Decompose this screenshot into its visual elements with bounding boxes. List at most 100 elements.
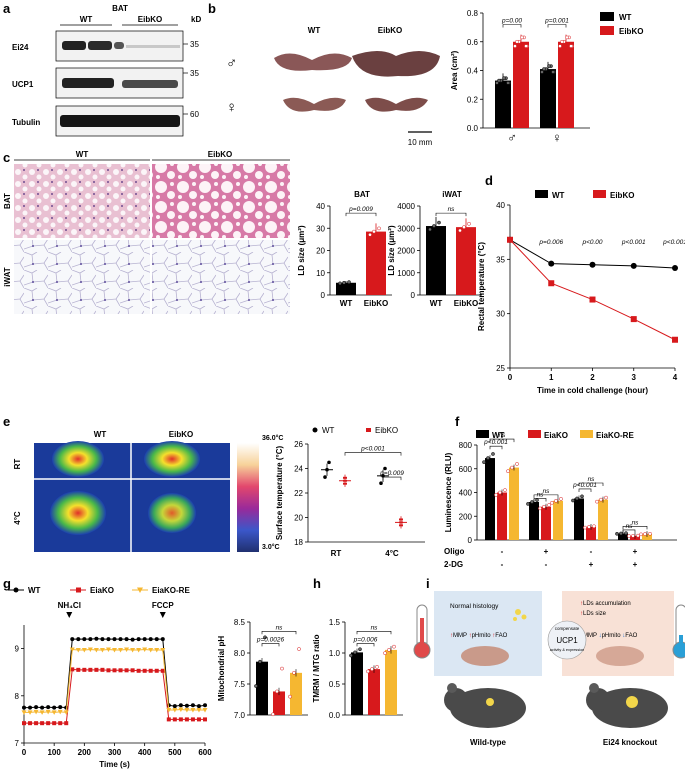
c1-ytick-label: 30 — [316, 224, 325, 233]
f-dot — [631, 533, 635, 538]
f-dot — [648, 531, 652, 536]
g2-ytick-label: 8.0 — [234, 649, 246, 658]
g-point-EiaKO — [82, 667, 87, 672]
h-bar-EiaKO-RE — [385, 649, 397, 715]
c1-dot — [347, 280, 351, 285]
blot-row-ucp1: UCP1 — [12, 80, 34, 89]
schematic-activity: activity & expression — [550, 648, 585, 652]
g-point-EiaKO — [160, 668, 165, 673]
f-bracket — [578, 482, 604, 486]
c1-bracket — [345, 212, 377, 217]
b-dot — [513, 44, 517, 48]
f-pvalue: ns — [537, 491, 545, 498]
g-point-WT — [178, 703, 183, 708]
g-point-WT — [94, 636, 99, 641]
b-xtick-label: ♀ — [552, 130, 562, 145]
f-dot — [538, 506, 542, 511]
thermo-row-rt: RT — [13, 459, 22, 470]
g-point-EiaKO — [166, 717, 171, 722]
g-point-WT — [130, 637, 135, 642]
g-point-EiaKO-RE — [136, 648, 142, 653]
b-dot — [558, 44, 562, 48]
f-ytick-label: 600 — [459, 465, 473, 474]
g-xtick-label: 300 — [108, 748, 122, 757]
g-legend-label-WT: WT — [28, 586, 41, 595]
e-point-EibKO — [343, 482, 347, 485]
c1-ytick-label: 40 — [316, 202, 325, 211]
f-dot — [482, 460, 486, 465]
f-row-value: + — [633, 560, 638, 569]
e-legend-marker-WT — [312, 427, 318, 433]
h-pvalue: ns — [371, 624, 379, 631]
g-point-WT — [40, 705, 45, 710]
c2-dot — [458, 228, 462, 233]
b-dot — [497, 78, 501, 83]
g-point-EiaKO-RE — [118, 648, 124, 653]
c1-bar-WT — [336, 282, 356, 295]
e-point-EibKO — [399, 524, 403, 527]
panel-letter-f: f — [455, 414, 460, 429]
c2-ytick-label: 4000 — [397, 202, 415, 211]
chart-e-surface-temperature: 18 20 22 24 26 Surface temperature (°C) RT 4°C p… — [275, 426, 425, 558]
g-point-EiaKO — [70, 667, 75, 672]
g-point-EiaKO-RE — [51, 710, 57, 715]
e-point-WT — [383, 466, 387, 471]
marker-35a: 35 — [190, 40, 199, 49]
g-point-EiaKO — [203, 717, 207, 722]
e-point-WT — [323, 475, 327, 479]
g-point-EiaKO-RE — [105, 647, 111, 653]
c1-dot — [338, 281, 342, 286]
g-point-EiaKO — [196, 717, 201, 722]
e-point-WT — [325, 467, 329, 472]
chart-g-mito-ph-bars: 7.0 7.5 8.0 8.5 Mitochondrial pH ns p=0.0026 — [217, 618, 308, 720]
g-point-WT — [46, 705, 51, 710]
b-ytick-label: 0.4 — [467, 67, 479, 76]
f-dot — [506, 469, 510, 474]
f-row-label-2-DG: 2-DG — [444, 560, 463, 569]
e-point-WT — [379, 481, 383, 486]
g-point-EiaKO-RE — [33, 709, 39, 715]
g-legend-marker-EiaKO — [76, 587, 81, 593]
f-bracket — [622, 526, 648, 530]
f-bar-WT-2 — [574, 498, 584, 540]
b-xtick-label: ♂ — [507, 130, 517, 145]
schematic-ld-size: ↑LDs size — [580, 611, 607, 617]
g-event-arrow — [66, 612, 73, 618]
histo-row-bat: BAT — [3, 193, 12, 209]
f-bar-WT-0 — [485, 458, 495, 540]
g-point-WT — [28, 705, 33, 710]
g-point-EiaKO — [64, 721, 69, 726]
blot-group-wt: WT — [80, 15, 93, 24]
f-dot — [643, 532, 647, 536]
f-dot — [583, 525, 587, 530]
g-point-WT — [154, 637, 159, 642]
male-symbol: ♂ — [226, 55, 237, 72]
g-point-EiaKO — [106, 668, 111, 673]
f-pvalue: ns — [626, 523, 634, 530]
f-dot — [604, 495, 608, 500]
g-line-EiaKO-RE — [24, 649, 205, 713]
c1-dot — [377, 226, 381, 231]
f-dot — [619, 531, 623, 536]
histo-col-ko: EibKO — [208, 150, 232, 159]
g2-dot — [288, 694, 292, 699]
e-xtick-label: 4°C — [385, 549, 399, 558]
g2-dot — [271, 712, 275, 717]
h-dot — [353, 650, 357, 655]
d-xtick-label: 4 — [673, 373, 678, 382]
g-point-EiaKO-RE — [45, 709, 51, 715]
panel-b-tissue-photos: WT EibKO ♂ ♀ 10 mm — [226, 26, 440, 147]
g2-pvalue: p=0.0026 — [256, 636, 285, 643]
d-ytick-label: 30 — [496, 310, 505, 319]
f-ytick-label: 0 — [468, 536, 473, 545]
h-dot — [387, 648, 391, 652]
b-dot — [520, 35, 524, 40]
g-point-EiaKO-RE — [178, 707, 184, 712]
f-pvalue: ns — [588, 476, 596, 483]
f-row-value: - — [501, 560, 504, 569]
g2-dot — [254, 684, 258, 688]
e-bracket — [382, 476, 402, 481]
f-dot — [554, 498, 558, 503]
b-pvalue: p=0.001 — [544, 18, 569, 25]
g-point-EiaKO-RE — [130, 648, 136, 653]
